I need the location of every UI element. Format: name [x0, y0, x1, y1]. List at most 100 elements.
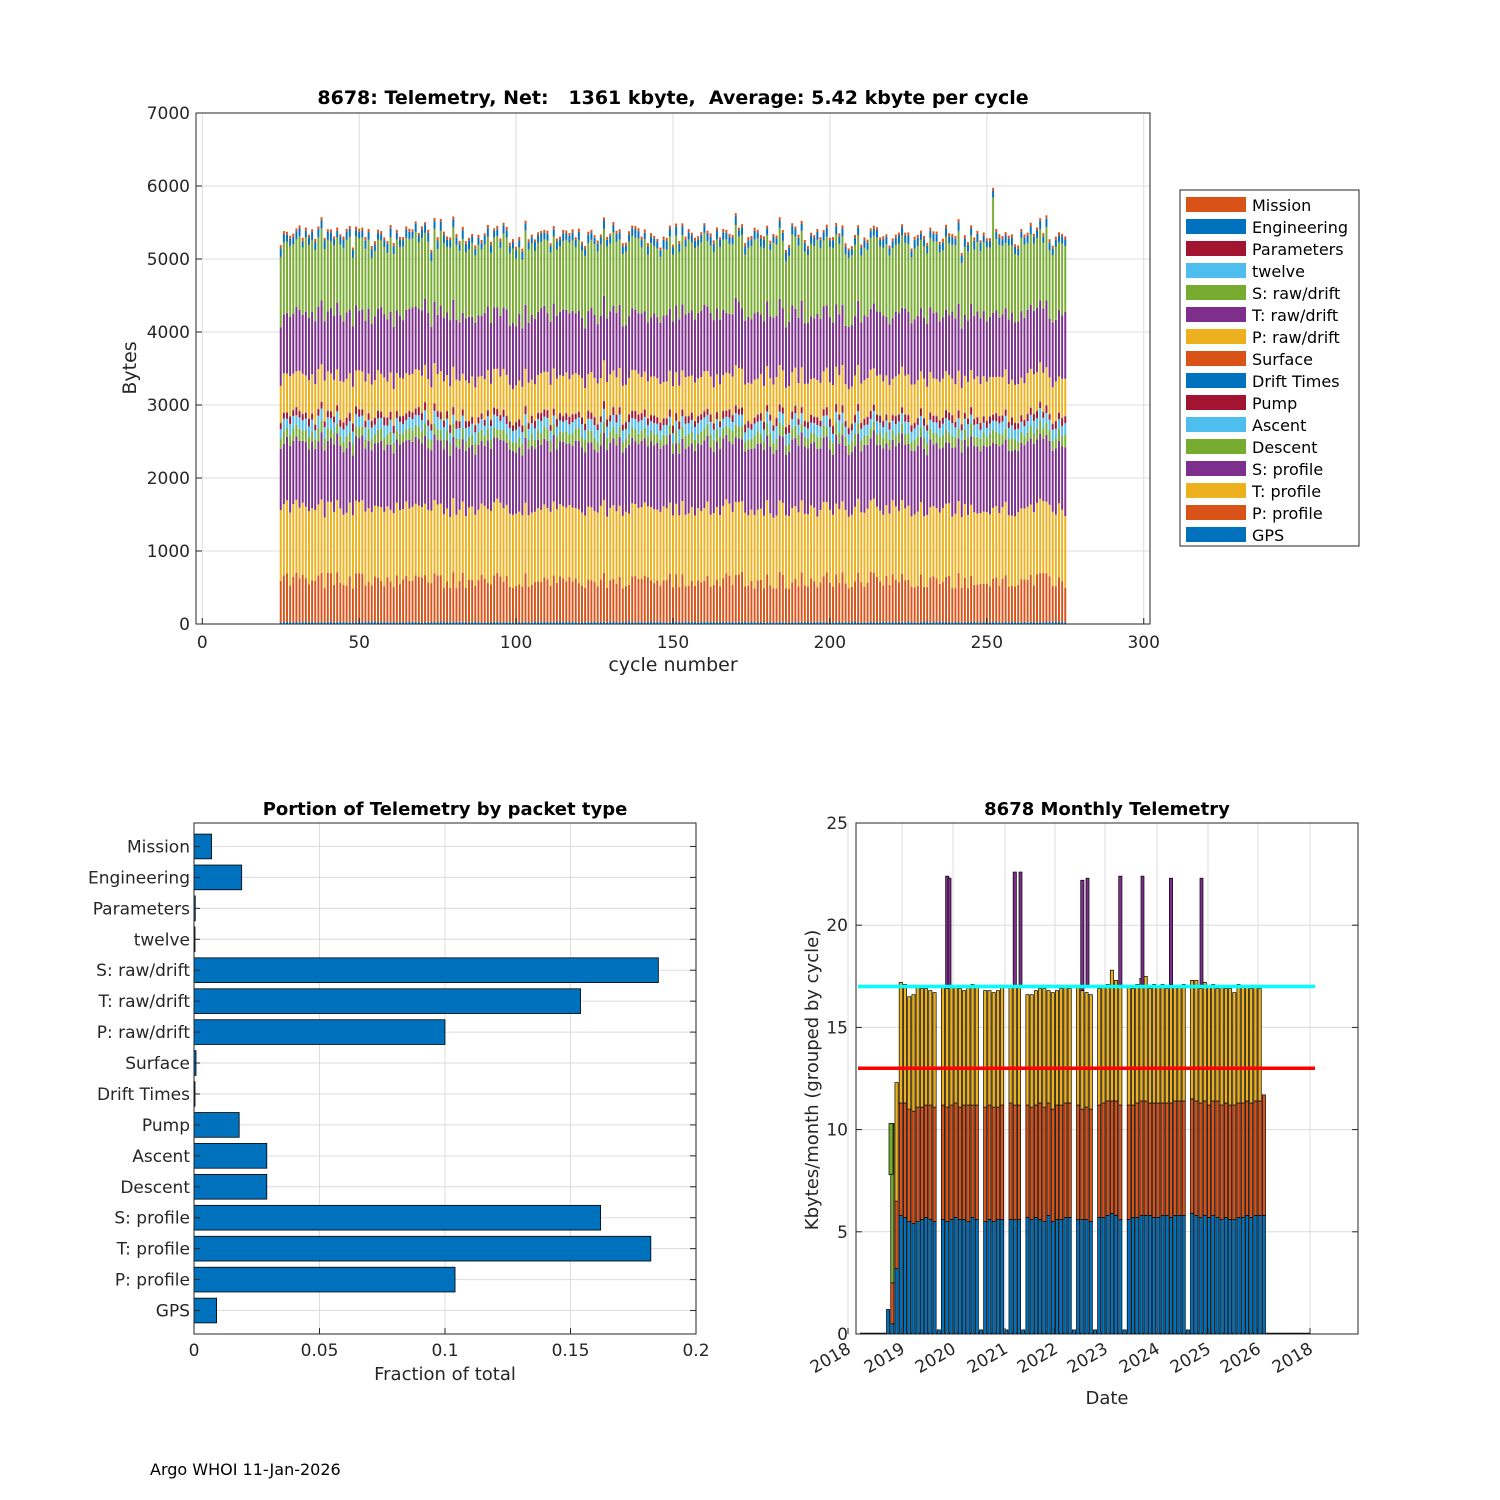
top-bar-segment	[408, 228, 411, 232]
top-bar-segment	[813, 442, 816, 508]
top-bar-segment	[665, 424, 668, 436]
top-bar-segment	[703, 411, 706, 418]
top-bar-segment	[709, 421, 712, 435]
top-bar-segment	[615, 422, 618, 434]
top-bar-segment	[348, 228, 351, 237]
top-bar-segment	[490, 322, 492, 384]
top-bar-segment	[609, 235, 612, 244]
top-bar-segment	[546, 240, 549, 314]
top-bar-segment	[537, 581, 540, 622]
top-bar-segment	[1051, 424, 1054, 430]
top-bar-segment	[643, 311, 646, 372]
top-bar-segment	[1036, 238, 1038, 308]
top-bar-segment	[333, 422, 336, 433]
top-bar-segment	[562, 578, 565, 622]
top-bar-segment	[311, 580, 314, 622]
top-bar-segment	[496, 229, 499, 236]
top-bar-segment	[609, 507, 612, 581]
br-bar-segment	[974, 1219, 979, 1335]
br-bar-segment	[991, 1221, 996, 1335]
top-bar-segment	[788, 321, 791, 387]
top-bar-segment	[715, 507, 718, 580]
br-bar-segment	[987, 1104, 992, 1220]
top-bar-segment	[668, 225, 671, 229]
top-bar-segment	[916, 622, 919, 624]
top-bar-segment	[351, 443, 354, 456]
top-bar-segment	[945, 224, 947, 229]
top-bar-segment	[490, 448, 492, 511]
br-bar-segment	[894, 1200, 899, 1269]
top-bar-segment	[1042, 242, 1045, 309]
top-bar-segment	[932, 621, 935, 624]
top-bar-segment	[634, 225, 637, 230]
br-bar-segment	[1080, 1219, 1085, 1335]
top-bar-segment	[722, 375, 725, 411]
top-bar-segment	[775, 417, 778, 419]
top-bar-segment	[505, 621, 508, 624]
top-bar-segment	[593, 449, 596, 511]
top-bar-segment	[665, 237, 668, 241]
top-bar-segment	[358, 502, 361, 574]
top-bar-segment	[753, 227, 756, 231]
top-bar-segment	[559, 621, 561, 624]
top-bar-segment	[329, 241, 332, 308]
top-bar-segment	[389, 311, 392, 373]
top-bar-segment	[888, 248, 891, 256]
top-bar-segment	[741, 501, 744, 572]
top-bar-segment	[1007, 422, 1010, 428]
top-bar-segment	[788, 516, 791, 589]
top-bar-segment	[901, 621, 904, 624]
top-bar-segment	[910, 451, 913, 517]
top-bar-segment	[750, 509, 753, 581]
top-bar-segment	[486, 224, 489, 229]
top-x-tick-label: 300	[1127, 633, 1159, 653]
top-bar-segment	[405, 372, 408, 413]
top-bar-segment	[414, 232, 417, 307]
top-bar-segment	[612, 414, 615, 427]
top-bar-segment	[860, 428, 863, 441]
top-bar-segment	[317, 409, 320, 416]
top-bar-segment	[835, 404, 838, 412]
top-bar-segment	[524, 406, 527, 415]
top-bar-segment	[1029, 621, 1032, 624]
top-bar-segment	[483, 244, 486, 314]
top-bar-segment	[546, 621, 549, 624]
top-bar-segment	[885, 575, 888, 623]
top-bar-segment	[449, 237, 452, 241]
top-bar-segment	[1061, 446, 1064, 510]
top-bar-segment	[323, 249, 326, 322]
top-bar-segment	[333, 622, 336, 624]
top-bar-segment	[599, 579, 602, 622]
top-bar-segment	[960, 452, 963, 518]
top-bar-segment	[405, 420, 408, 430]
top-bar-segment	[876, 421, 878, 434]
top-bar-segment	[907, 243, 910, 313]
top-bar-segment	[355, 236, 358, 306]
top-bar-segment	[461, 415, 464, 429]
top-bar-segment	[791, 223, 794, 226]
br-spike-bar	[1085, 877, 1090, 987]
top-bar-segment	[832, 443, 835, 455]
top-bar-segment	[715, 412, 718, 420]
top-bar-segment	[606, 516, 609, 588]
br-bar-segment	[1084, 1219, 1089, 1335]
top-bar-segment	[524, 224, 527, 231]
top-bar-segment	[314, 238, 317, 242]
legend-label: Pump	[1252, 394, 1297, 413]
top-bar-segment	[565, 233, 568, 240]
top-bar-segment	[819, 382, 822, 421]
top-bar-segment	[672, 247, 674, 255]
top-bar-segment	[279, 429, 282, 439]
top-bar-segment	[555, 436, 558, 450]
top-bar-segment	[844, 621, 847, 624]
top-bar-segment	[794, 308, 797, 368]
top-bar-segment	[295, 307, 298, 372]
top-bar-segment	[919, 371, 922, 408]
top-bar-segment	[1023, 621, 1026, 624]
top-bar-segment	[279, 622, 282, 624]
top-bar-segment	[1010, 585, 1013, 622]
br-bar-segment	[1017, 986, 1021, 1106]
br-bar-segment	[953, 1102, 958, 1218]
top-bar-segment	[618, 239, 621, 305]
top-bar-segment	[778, 228, 781, 299]
